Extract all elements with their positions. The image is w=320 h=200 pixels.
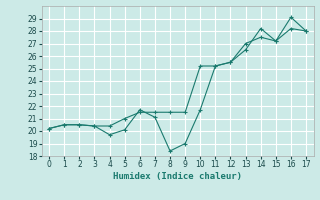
X-axis label: Humidex (Indice chaleur): Humidex (Indice chaleur) [113, 172, 242, 181]
